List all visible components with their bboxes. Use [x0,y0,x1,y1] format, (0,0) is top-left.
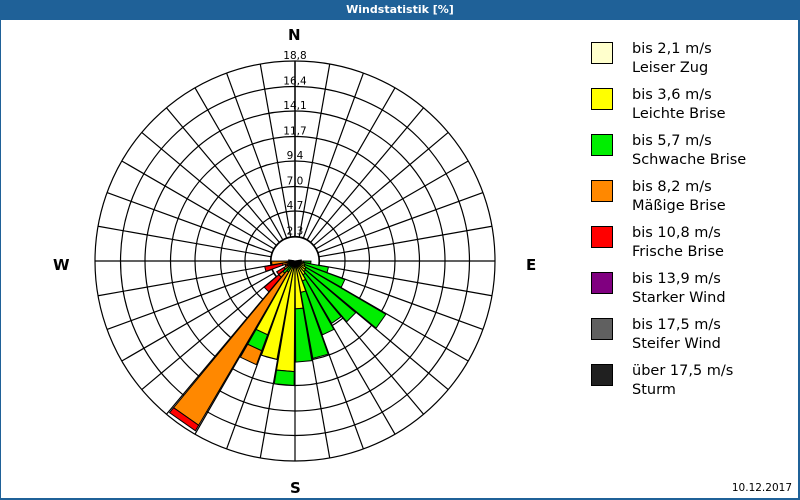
grid-spoke [312,131,449,247]
chart-panel: 2,3 4,7 7,0 9,4 11,7 14,1 16,4 18,8 N E S W bis… [1,20,798,498]
wind-sector-segment [303,264,346,288]
legend-range: über 17,5 m/s [632,363,734,379]
legend-item: bis 10,8 m/s Frische Brise [591,225,791,272]
legend-range: bis 3,6 m/s [632,87,712,103]
legend-class-name: Sturm [632,382,676,398]
legend-item: bis 3,6 m/s Leichte Brise [591,87,791,134]
wind-sector-segment [303,269,357,323]
grid-spoke [309,107,425,244]
legend-swatch [591,272,613,294]
wind-sector-segment [273,369,295,387]
legend-class-name: Leiser Zug [632,60,709,76]
grid-spoke [226,72,288,239]
date-label: 10.12.2017 [731,482,792,494]
legend-class-name: Leichte Brise [632,106,726,122]
grid-spoke [165,107,281,244]
legend-item: bis 2,1 m/s Leiser Zug [591,41,791,88]
legend-class-name: Schwache Brise [632,152,747,168]
wind-rose-chart: 2,3 4,7 7,0 9,4 11,7 14,1 16,4 18,8 [94,50,496,462]
radial-tick-label: 11,7 [283,126,306,138]
grid-spoke [121,272,275,362]
grid-spoke [97,264,272,297]
radial-tick-label: 14,1 [283,100,306,112]
wind-sector-segment [263,274,282,293]
legend-range: bis 17,5 m/s [632,317,721,333]
legend-class-name: Frische Brise [632,244,724,260]
legend-class-name: Mäßige Brise [632,198,726,214]
compass-north-label: N [288,26,301,44]
wind-sector-segment [239,343,263,366]
legend-class-name: Starker Wind [632,290,726,306]
legend-range: bis 5,7 m/s [632,133,712,149]
legend-class-name: Steifer Wind [632,336,721,352]
radial-tick-label: 2,3 [287,226,304,238]
legend-range: bis 8,2 m/s [632,179,712,195]
legend-item: bis 5,7 m/s Schwache Brise [591,133,791,180]
grid-spoke [306,87,396,241]
grid-spoke [302,72,364,239]
legend-swatch [591,88,613,110]
grid-spoke [121,160,275,250]
grid-spoke [318,225,493,258]
grid-spoke [106,268,273,330]
grid-spoke [106,192,273,254]
wind-sector-segment [300,290,329,359]
wind-sector-segment [294,307,313,363]
legend-swatch [591,42,613,64]
grid-spoke [315,160,469,250]
radial-tick-label: 18,8 [283,50,306,62]
legend-item: bis 8,2 m/s Mäßige Brise [591,179,791,226]
legend-swatch [591,318,613,340]
wind-sector-segment [288,259,293,262]
legend-item: über 17,5 m/s Sturm [591,363,791,410]
legend-range: bis 10,8 m/s [632,225,721,241]
wind-sector-segment [275,266,286,276]
legend-swatch [591,134,613,156]
legend-range: bis 2,1 m/s [632,41,712,57]
legend-swatch [591,180,613,202]
legend-item: bis 17,5 m/s Steifer Wind [591,317,791,364]
window-title: Windstatistik [%] [346,3,454,16]
legend-range: bis 13,9 m/s [632,271,721,287]
wind-sector-segment [301,278,335,336]
radial-tick-label: 16,4 [283,76,307,88]
wind-sector-segment [304,266,387,329]
wind-sector-segment [264,262,284,273]
grid-spoke [317,192,484,254]
radial-tick-label: 7,0 [287,176,304,188]
radial-tick-label: 9,4 [287,150,304,162]
compass-east-label: E [526,256,537,274]
wind-sector-segment [297,259,302,262]
radial-tick-label: 4,7 [287,200,304,212]
grid-spoke [141,275,278,391]
legend-swatch [591,364,613,386]
grid-spoke [194,87,284,241]
grid-spoke [259,63,292,238]
compass-south-label: S [290,479,301,497]
grid-spoke [318,264,493,297]
grid-spoke [141,131,278,247]
legend-item: bis 13,9 m/s Starker Wind [591,271,791,318]
compass-west-label: W [53,256,70,274]
legend-swatch [591,226,613,248]
wind-sector-segment [168,407,200,432]
grid-spoke [298,63,331,238]
grid-spoke [97,225,272,258]
wind-sector-segment [302,272,342,325]
